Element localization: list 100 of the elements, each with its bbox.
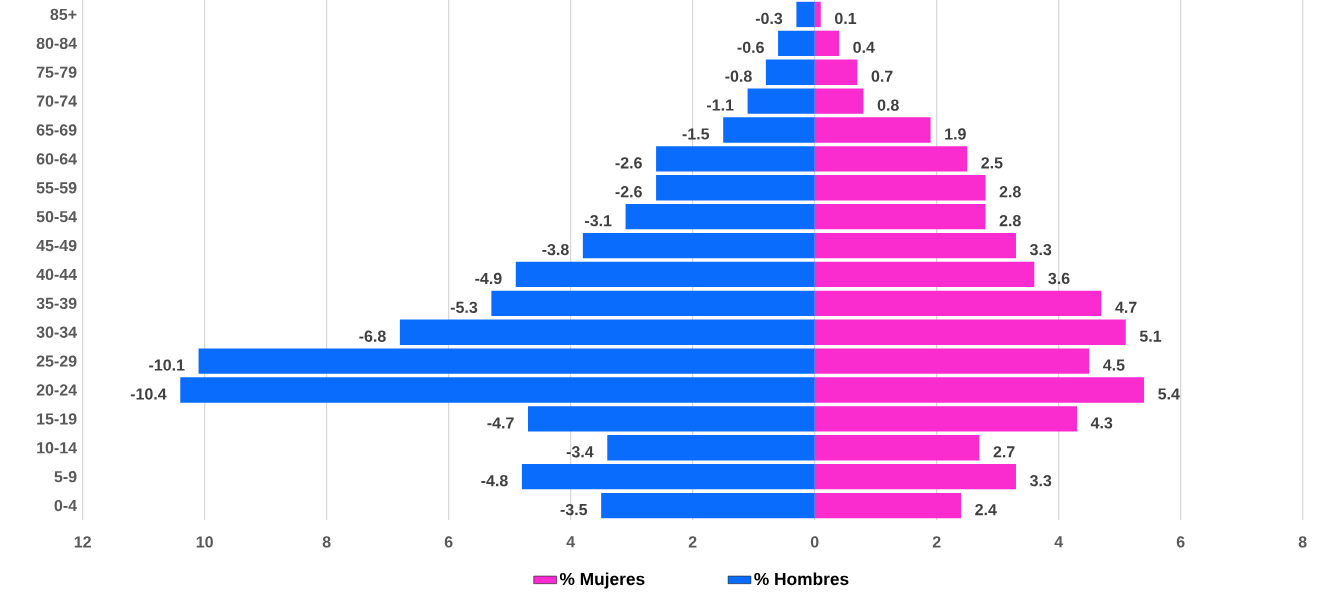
data-label: -3.8 xyxy=(542,243,569,256)
bar xyxy=(399,319,815,345)
bar xyxy=(198,348,815,374)
y-tick-label: 75-79 xyxy=(36,66,77,78)
data-label: 2.7 xyxy=(993,446,1015,458)
y-tick-label: 30-34 xyxy=(36,326,77,338)
bar xyxy=(814,117,931,143)
x-tick-label: 2 xyxy=(932,536,941,548)
y-tick-label: 0-4 xyxy=(54,499,77,512)
bar xyxy=(814,464,1016,490)
bar xyxy=(607,435,815,461)
data-label: 2.8 xyxy=(999,186,1021,198)
data-label: 0.1 xyxy=(835,12,857,25)
data-label: -1.5 xyxy=(682,128,710,140)
x-tick-label: 6 xyxy=(444,536,453,548)
bar xyxy=(814,204,986,230)
bar xyxy=(814,232,1016,259)
data-label: -2.6 xyxy=(615,157,642,169)
data-label: -5.3 xyxy=(450,301,478,314)
data-label: -6.8 xyxy=(359,330,386,342)
data-label: -3.1 xyxy=(585,214,612,227)
data-label: -3.4 xyxy=(566,446,594,458)
data-label: -0.6 xyxy=(737,41,764,53)
data-label: 3.3 xyxy=(1029,475,1052,487)
y-tick-label: 45-49 xyxy=(36,239,77,252)
data-label: 4.7 xyxy=(1115,301,1137,313)
bar xyxy=(515,261,815,288)
bar xyxy=(814,30,840,56)
bar xyxy=(747,88,815,114)
legend-label: % Mujeres xyxy=(559,572,645,589)
x-tick-label: 4 xyxy=(1054,536,1064,548)
y-tick-label: 25-29 xyxy=(36,355,77,367)
data-label: -3.5 xyxy=(560,503,588,516)
data-label: 4.5 xyxy=(1103,359,1125,371)
data-label: -10.1 xyxy=(149,359,185,371)
data-label: 3.6 xyxy=(1048,272,1070,285)
bar xyxy=(582,232,815,259)
data-label: 0.7 xyxy=(871,70,893,82)
bar xyxy=(814,59,858,85)
y-tick-label: 20-24 xyxy=(36,384,77,396)
legend-label: % Hombres xyxy=(754,572,849,586)
x-tick-label: 8 xyxy=(322,536,331,548)
data-label: 5.1 xyxy=(1139,330,1162,342)
bar xyxy=(814,1,821,28)
bar xyxy=(625,204,815,230)
x-tick-label: 4 xyxy=(566,536,576,548)
bar xyxy=(814,406,1077,432)
bar xyxy=(814,319,1126,345)
bar xyxy=(527,406,815,432)
bar xyxy=(814,261,1035,288)
bar xyxy=(521,464,815,490)
data-label: -2.6 xyxy=(615,186,642,198)
data-label: 3.3 xyxy=(1029,243,1052,256)
bar xyxy=(814,175,986,201)
x-tick-label: 10 xyxy=(196,536,213,548)
data-label: 4.3 xyxy=(1090,417,1113,429)
bar xyxy=(491,290,815,316)
bar xyxy=(723,117,815,143)
bar xyxy=(765,59,815,85)
bar xyxy=(814,146,968,172)
y-tick-label: 15-19 xyxy=(37,413,77,425)
data-label: -4.7 xyxy=(487,417,514,429)
bar xyxy=(778,30,815,56)
y-tick-label: 80-84 xyxy=(36,37,77,49)
bar xyxy=(814,377,1145,403)
bar xyxy=(656,175,815,201)
data-label: 5.4 xyxy=(1158,388,1180,400)
bar xyxy=(814,290,1102,316)
y-tick-label: 55-59 xyxy=(36,182,77,194)
data-label: 0.4 xyxy=(853,41,875,53)
data-label: -4.8 xyxy=(481,475,508,487)
bar xyxy=(814,435,980,461)
bar xyxy=(814,492,962,519)
x-tick-label: 12 xyxy=(74,536,91,548)
data-label: -10.4 xyxy=(130,388,167,400)
x-tick-label: 8 xyxy=(1298,536,1307,548)
bar xyxy=(814,88,864,114)
bar xyxy=(601,492,815,519)
data-label: 2.8 xyxy=(999,215,1021,227)
bar xyxy=(180,377,815,403)
bar xyxy=(814,348,1090,374)
y-tick-label: 10-14 xyxy=(37,442,77,454)
data-label: -1.1 xyxy=(707,99,734,111)
bar xyxy=(796,1,815,28)
x-tick-label: 6 xyxy=(1176,536,1185,548)
data-label: -0.3 xyxy=(755,12,783,25)
data-label: 0.8 xyxy=(877,99,899,111)
data-label: 1.9 xyxy=(945,128,966,140)
data-label: 2.4 xyxy=(975,503,997,516)
y-tick-label: 40-44 xyxy=(36,268,77,281)
y-tick-label: 65-69 xyxy=(36,124,77,136)
data-label: -0.8 xyxy=(725,70,752,82)
y-tick-label: 5-9 xyxy=(54,471,77,483)
x-tick-label: 0 xyxy=(810,536,819,548)
y-tick-label: 85+ xyxy=(50,8,77,21)
y-tick-label: 50-54 xyxy=(36,211,77,223)
data-label: 2.5 xyxy=(981,157,1003,169)
x-tick-label: 2 xyxy=(688,536,697,548)
bar xyxy=(656,146,815,172)
y-tick-label: 70-74 xyxy=(36,95,77,107)
